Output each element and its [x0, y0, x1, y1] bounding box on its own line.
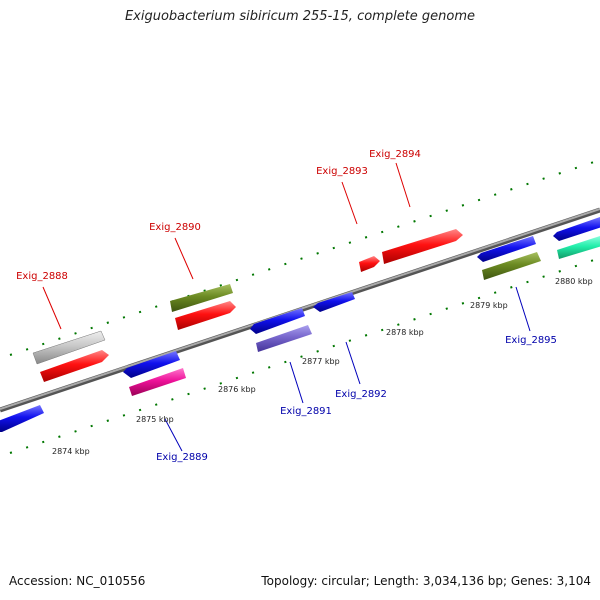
- accession-text: Accession: NC_010556: [9, 574, 146, 588]
- gene-arrow-exig-2895: [482, 252, 541, 280]
- gene-arrow-exig-2893: [359, 256, 380, 272]
- kbp-label: 2874 kbp: [52, 447, 90, 456]
- kbp-label: 2879 kbp: [470, 301, 508, 310]
- gene-arrow-exig-2891: [256, 325, 312, 352]
- gene-arrow: [123, 351, 180, 378]
- gene-arrow-exig-2894: [382, 229, 463, 264]
- gene-track: [0, 217, 600, 432]
- kbp-label: 2876 kbp: [218, 385, 256, 394]
- gene-arrow: [477, 236, 536, 262]
- gene-arrow: [557, 236, 600, 259]
- gene-label: Exig_2888: [16, 271, 68, 282]
- gene-label: Exig_2894: [369, 149, 421, 160]
- kbp-label: 2875 kbp: [136, 415, 174, 424]
- gene-arrow: [553, 217, 600, 241]
- gene-label: Exig_2895: [505, 335, 557, 346]
- gene-arrow-exig-2890: [175, 301, 236, 330]
- kbp-label: 2878 kbp: [386, 328, 424, 337]
- gene-arrow: [250, 308, 305, 334]
- kbp-label: 2877 kbp: [302, 357, 340, 366]
- gene-label: Exig_2891: [280, 406, 332, 417]
- gene-arrow: [32, 330, 106, 365]
- inner-tick-track: [9, 257, 600, 454]
- gene-label: Exig_2890: [149, 222, 201, 233]
- kbp-label: 2880 kbp: [555, 277, 593, 286]
- map-title: Exiguobacterium sibiricum 255-15, comple…: [124, 9, 476, 24]
- gene-arrow: [170, 284, 233, 312]
- gene-label: Exig_2893: [316, 166, 368, 177]
- gene-label: Exig_2892: [335, 389, 387, 400]
- outer-tick-track: [9, 159, 600, 356]
- gene-arrow-exig-2888: [40, 350, 109, 382]
- gene-arrow-exig-2892: [313, 292, 355, 312]
- leader-lines: [42, 162, 531, 452]
- gene-arrow: [0, 405, 44, 432]
- gene-label: Exig_2889: [156, 452, 208, 463]
- gene-arrow-exig-2889: [129, 368, 186, 396]
- genome-summary-text: Topology: circular; Length: 3,034,136 bp…: [261, 574, 591, 588]
